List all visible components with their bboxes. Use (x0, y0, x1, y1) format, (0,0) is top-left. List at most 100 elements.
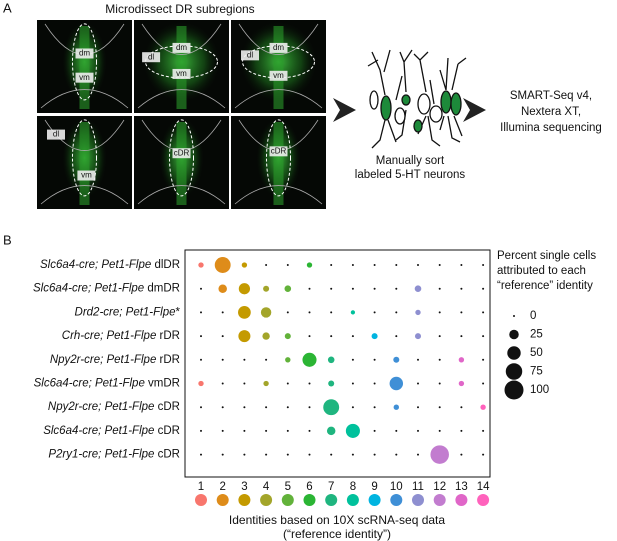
region-label-box (172, 148, 191, 159)
dot (284, 285, 292, 292)
row-region: rDR (160, 354, 180, 366)
region-label: dl (53, 130, 59, 139)
legend-title: “reference” identity (497, 280, 593, 292)
dot (308, 335, 311, 338)
region-label-box (75, 72, 94, 83)
dot (265, 429, 268, 432)
row-region: cDR (158, 425, 180, 437)
row-genes: Npy2r-cre; Pet1-Flpe (50, 354, 160, 366)
row-genes: Slc6a4-cre; Pet1-Flpe (43, 425, 157, 437)
identity-swatch (195, 494, 207, 506)
dot (241, 262, 248, 268)
neuron-somata (369, 90, 462, 133)
identity-swatch (455, 494, 468, 506)
dot (417, 358, 419, 361)
x-tick-label: 8 (350, 481, 356, 493)
dot (328, 380, 335, 387)
identity-swatch (216, 494, 229, 506)
dot (417, 429, 419, 432)
fluorescence (176, 26, 187, 109)
neuron-drawing (367, 49, 467, 149)
row-genes: Drd2-cre; Pet1-Flpe (75, 306, 176, 318)
row-label: Crh-cre; Pet1-Flpe rDR (62, 330, 180, 342)
dot (373, 382, 376, 385)
dot (308, 311, 311, 314)
dot (373, 311, 376, 314)
dot (265, 406, 268, 409)
legend-title: Percent single cells (497, 250, 596, 262)
dot (351, 453, 354, 456)
x-tick-label: 4 (263, 481, 270, 493)
dot (460, 335, 463, 338)
dissection-outline (72, 23, 97, 101)
legend-dot (513, 315, 515, 317)
region-label: vm (79, 73, 90, 82)
identity-swatch (433, 494, 446, 506)
region-label: vm (273, 71, 284, 80)
region-label: cDR (174, 148, 190, 157)
dot (395, 335, 398, 338)
dot (286, 406, 289, 409)
identity-swatch (238, 494, 251, 506)
seq-text: Illumina sequencing (500, 122, 602, 134)
dot (200, 311, 202, 314)
identity-swatch (281, 494, 294, 506)
dot (214, 257, 231, 273)
dot (373, 406, 376, 409)
dot (482, 453, 485, 456)
x-tick-label: 12 (433, 481, 446, 493)
dot (458, 357, 465, 363)
dot (351, 406, 354, 409)
dot (221, 453, 224, 456)
dot (243, 406, 246, 409)
dot (458, 380, 465, 387)
arrow (333, 98, 356, 122)
dot (414, 285, 422, 292)
legend-dot (509, 329, 519, 340)
fluorescence (273, 26, 284, 109)
dot (286, 453, 289, 456)
dot (308, 287, 311, 290)
legend-label: 25 (530, 329, 543, 341)
dot (395, 264, 398, 266)
dot (438, 358, 441, 361)
dot (482, 358, 485, 361)
dot (395, 287, 398, 290)
dot (302, 352, 317, 367)
dot (200, 358, 202, 361)
region-label-box (269, 42, 288, 53)
dot (395, 311, 398, 314)
dot (221, 358, 224, 361)
row-genes: P2ry1-cre; Pet1-Flpe (48, 449, 157, 461)
dot (243, 382, 246, 385)
dot (200, 287, 202, 290)
arrow (463, 98, 486, 122)
legend-label: 75 (530, 366, 543, 378)
dot (265, 453, 268, 456)
dot (221, 335, 224, 338)
dot (438, 287, 441, 290)
x-tick-label: 2 (219, 481, 225, 493)
row-label: Slc6a4-cre; Pet1-Flpe cDR (43, 425, 180, 437)
region-label-box (75, 48, 94, 59)
dissection-outline (266, 119, 291, 197)
dot (221, 429, 224, 432)
dot (263, 285, 270, 292)
fluorescence (273, 122, 284, 205)
row-genes: Slc6a4-cre; Pet1-Flpe (34, 378, 148, 390)
fluorescence (79, 26, 90, 109)
legend-dot (505, 363, 523, 380)
plot-frame (184, 249, 491, 478)
row-label: Npy2r-cre; Pet1-Flpe cDR (48, 401, 180, 413)
sort-text: labeled 5-HT neurons (355, 169, 466, 181)
dot (430, 445, 449, 464)
fluorescence (176, 122, 187, 205)
row-genes: Npy2r-cre; Pet1-Flpe (48, 401, 158, 413)
dot (238, 283, 251, 295)
dot (393, 404, 399, 410)
x-tick-label: 7 (328, 481, 334, 493)
region-label: vm (176, 69, 187, 78)
dot (373, 453, 376, 456)
dot (417, 264, 419, 266)
